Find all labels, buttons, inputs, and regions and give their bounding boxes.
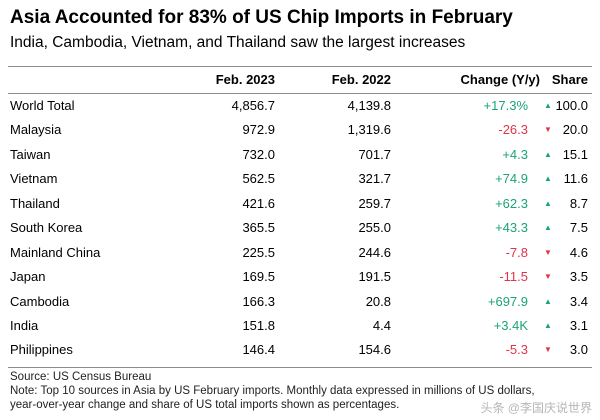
- change-value: -5.3: [505, 342, 528, 358]
- up-arrow-icon: ▲: [544, 320, 552, 330]
- share-value: 3.5: [569, 269, 588, 285]
- change-value: -26.3: [498, 122, 528, 138]
- table-row: Malaysia 972.9 1,319.6 -26.3 ▼ 20.0: [8, 118, 592, 142]
- table-row: Philippines 146.4 154.6 -5.3 ▼ 3.0: [8, 338, 592, 362]
- table-row: Thailand 421.6 259.7 +62.3 ▲ 8.7: [8, 192, 592, 216]
- feb-2022-value: 321.7: [358, 171, 391, 187]
- header-change: Change (Y/y): [460, 72, 540, 87]
- header-share: Share: [551, 72, 588, 87]
- feb-2022-value: 4.4: [372, 317, 391, 333]
- share-value: 100.0: [555, 98, 588, 113]
- feb-2022-value: 4,139.8: [347, 98, 391, 113]
- source-note: Source: US Census Bureau: [10, 371, 152, 383]
- feb-2023-value: 365.5: [242, 220, 275, 236]
- watermark: 头条 @李国庆说世界: [480, 401, 592, 415]
- feb-2022-value: 154.6: [358, 342, 391, 358]
- up-arrow-icon: ▲: [544, 223, 552, 233]
- feb-2023-value: 225.5: [242, 244, 275, 260]
- feb-2023-value: 972.9: [242, 122, 275, 138]
- share-value: 3.0: [569, 342, 588, 358]
- down-arrow-icon: ▼: [544, 272, 552, 282]
- imports-table: Feb. 2023 Feb. 2022 Change (Y/y) Share W…: [8, 66, 592, 363]
- feb-2023-value: 151.8: [242, 317, 275, 333]
- footnote-line-2: year-over-year change and share of US to…: [10, 398, 400, 411]
- country-name: Malaysia: [10, 122, 62, 138]
- table-row: Taiwan 732.0 701.7 +4.3 ▲ 15.1: [8, 143, 592, 167]
- feb-2023-value: 421.6: [242, 195, 275, 211]
- share-value: 4.6: [569, 244, 588, 260]
- feb-2022-value: 191.5: [358, 269, 391, 285]
- up-arrow-icon: ▲: [544, 149, 552, 159]
- table-header-row: Feb. 2023 Feb. 2022 Change (Y/y) Share: [8, 67, 592, 94]
- change-value: +17.3%: [483, 98, 528, 113]
- share-value: 20.0: [562, 122, 588, 138]
- share-value: 3.4: [569, 293, 588, 309]
- down-arrow-icon: ▼: [544, 125, 552, 135]
- country-name: Philippines: [10, 342, 73, 358]
- feb-2023-value: 4,856.7: [231, 98, 275, 113]
- up-arrow-icon: ▲: [544, 198, 552, 208]
- change-value: +697.9: [487, 293, 528, 309]
- chart-title: Asia Accounted for 83% of US Chip Import…: [10, 7, 513, 28]
- share-value: 15.1: [562, 146, 588, 162]
- country-name: Taiwan: [10, 146, 51, 162]
- feb-2023-value: 146.4: [242, 342, 275, 358]
- table-body: World Total 4,856.7 4,139.8 +17.3% ▲ 100.0 Mal…: [8, 94, 592, 363]
- table-row: Vietnam 562.5 321.7 +74.9 ▲ 11.6: [8, 167, 592, 191]
- table-row: Cambodia 166.3 20.8 +697.9 ▲ 3.4: [8, 290, 592, 314]
- feb-2023-value: 562.5: [242, 171, 275, 187]
- change-value: +43.3: [495, 220, 528, 236]
- chart-subtitle: India, Cambodia, Vietnam, and Thailand s…: [10, 34, 466, 51]
- country-name: Vietnam: [10, 171, 58, 187]
- feb-2022-value: 244.6: [358, 244, 391, 260]
- country-name: Thailand: [10, 195, 60, 211]
- up-arrow-icon: ▲: [544, 174, 552, 184]
- country-name: Japan: [10, 269, 46, 285]
- change-value: +74.9: [495, 171, 528, 187]
- feb-2023-value: 166.3: [242, 293, 275, 309]
- table-row: Japan 169.5 191.5 -11.5 ▼ 3.5: [8, 265, 592, 289]
- table-row: Mainland China 225.5 244.6 -7.8 ▼ 4.6: [8, 241, 592, 265]
- feb-2022-value: 1,319.6: [347, 122, 391, 138]
- change-value: +4.3: [502, 146, 528, 162]
- feb-2022-value: 701.7: [358, 146, 391, 162]
- country-name: India: [10, 317, 39, 333]
- header-feb-2023: Feb. 2023: [215, 72, 275, 87]
- footnote-line-1: Note: Top 10 sources in Asia by US Febru…: [10, 385, 535, 397]
- change-value: -7.8: [505, 244, 528, 260]
- change-value: -11.5: [499, 269, 528, 285]
- down-arrow-icon: ▼: [544, 345, 552, 355]
- feb-2023-value: 732.0: [242, 146, 275, 162]
- share-value: 11.6: [563, 171, 588, 187]
- change-value: +62.3: [495, 195, 528, 211]
- table-row: World Total 4,856.7 4,139.8 +17.3% ▲ 100.0: [8, 94, 592, 118]
- country-name: South Korea: [10, 220, 83, 236]
- change-value: +3.4K: [493, 317, 528, 333]
- down-arrow-icon: ▼: [544, 247, 552, 257]
- up-arrow-icon: ▲: [544, 101, 552, 110]
- feb-2023-value: 169.5: [242, 269, 275, 285]
- table-bottom-rule: [8, 367, 592, 368]
- footnote: Note: Top 10 sources in Asia by US Febru…: [10, 385, 535, 412]
- country-name: World Total: [10, 98, 75, 113]
- table-row: India 151.8 4.4 +3.4K ▲ 3.1: [8, 314, 592, 338]
- up-arrow-icon: ▲: [544, 296, 552, 306]
- country-name: Cambodia: [10, 293, 70, 309]
- share-value: 7.5: [569, 220, 588, 236]
- share-value: 3.1: [569, 317, 588, 333]
- feb-2022-value: 259.7: [358, 195, 391, 211]
- feb-2022-value: 255.0: [358, 220, 391, 236]
- share-value: 8.7: [569, 195, 588, 211]
- table-row: South Korea 365.5 255.0 +43.3 ▲ 7.5: [8, 216, 592, 240]
- header-feb-2022: Feb. 2022: [331, 72, 391, 87]
- feb-2022-value: 20.8: [365, 293, 391, 309]
- country-name: Mainland China: [10, 244, 101, 260]
